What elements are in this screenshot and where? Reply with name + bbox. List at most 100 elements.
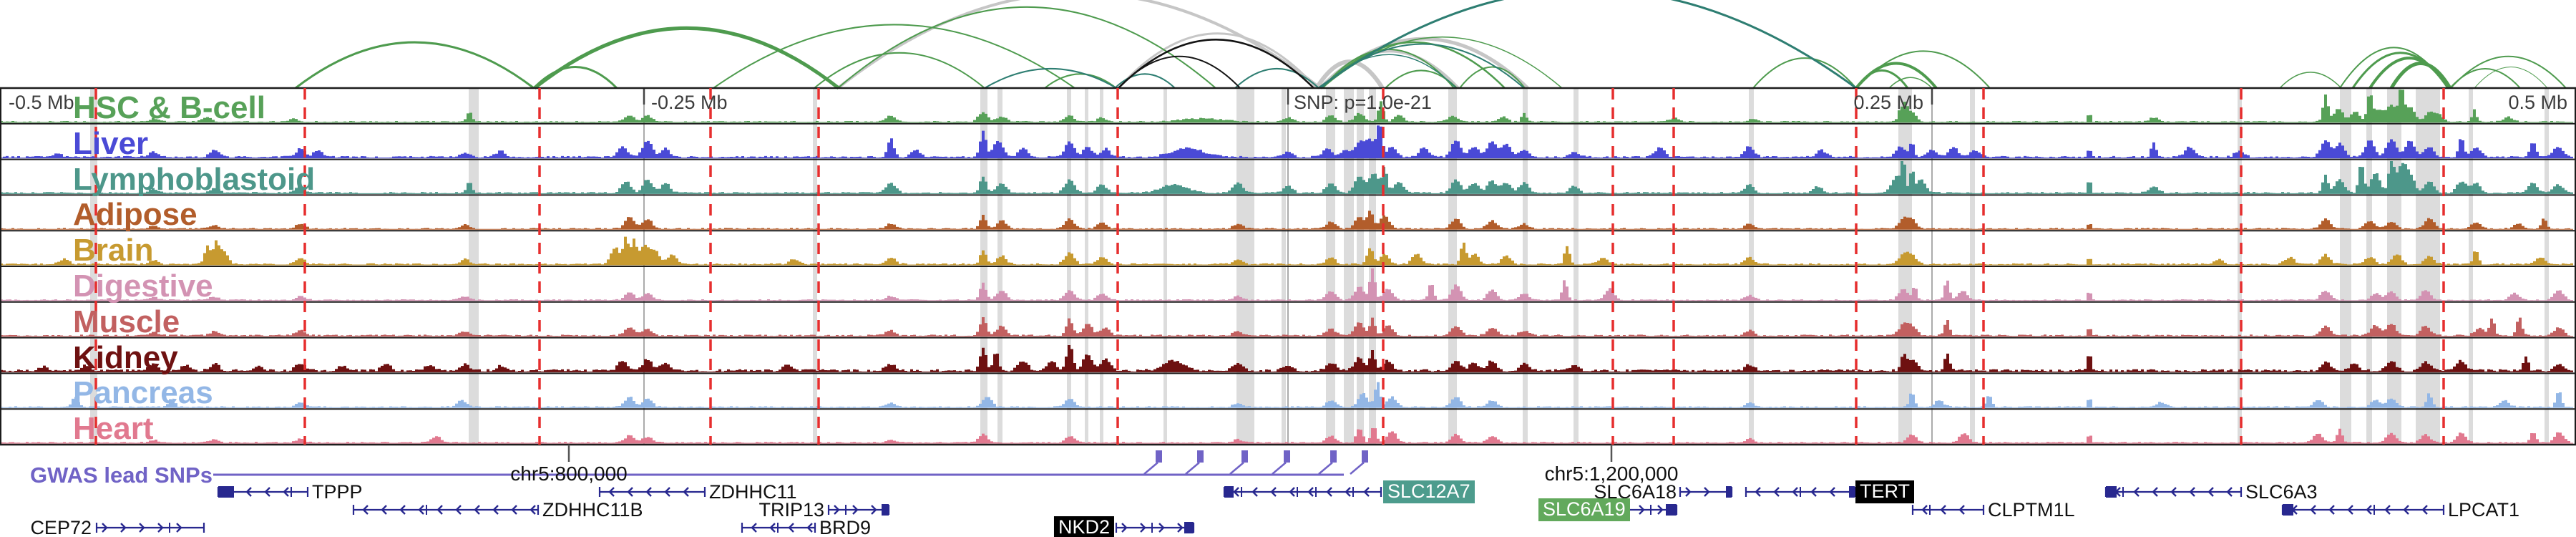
strand-arrow-left	[769, 523, 776, 533]
interaction-arc-green	[1888, 77, 1933, 89]
interaction-arc-green	[2450, 55, 2567, 89]
interaction-arc-green	[713, 24, 1075, 89]
interaction-arc-gray	[836, 0, 1322, 90]
gene-label-clptm1l: CLPTM1L	[1988, 499, 2075, 521]
strand-arrow-left	[1829, 487, 1835, 497]
strand-arrow-left	[1810, 487, 1817, 497]
gene-zdhhc11	[598, 487, 706, 497]
signal-track-kidney	[0, 345, 2573, 372]
track-borders	[0, 87, 2576, 446]
interaction-arc-teal	[1320, 43, 1525, 89]
gwas-lead-snps-label: GWAS lead SNPs	[30, 463, 213, 488]
strand-arrow-left	[2347, 505, 2353, 515]
ruler-label: -0.25 Mb	[651, 92, 728, 113]
strand-arrow-left	[2310, 505, 2316, 515]
coordinate-label: chr5:800,000	[510, 463, 628, 485]
interaction-arc-black	[1118, 55, 1241, 89]
track-label-lymphoblastoid: Lymphoblastoid	[73, 161, 316, 197]
exon-box	[1184, 522, 1194, 533]
strand-arrow-left	[436, 505, 443, 515]
track-label-muscle: Muscle	[73, 304, 180, 339]
signal-track-digestive	[0, 268, 2573, 301]
signal-track-liver	[0, 125, 2573, 159]
interaction-arc-green	[1459, 66, 1526, 89]
strand-arrow-left	[2328, 505, 2335, 515]
strand-arrow-left	[2226, 487, 2233, 497]
strand-arrow-left	[645, 487, 652, 497]
strand-arrow-left	[751, 523, 757, 533]
exon-box	[1666, 504, 1677, 516]
strand-arrow-right	[1704, 487, 1710, 497]
strand-arrow-right	[1657, 505, 1664, 515]
exon-box	[1726, 486, 1732, 498]
strand-arrow-left	[2170, 487, 2177, 497]
strand-arrow-left	[683, 487, 689, 497]
snp-pvalue-label: SNP: p=1.0e-21	[1294, 92, 1432, 113]
gene-label-slc12a7: SLC12A7	[1383, 480, 1475, 503]
interaction-arcs	[295, 0, 2567, 90]
strand-arrow-right	[176, 523, 182, 533]
gene-slc6a3	[2104, 486, 2243, 498]
strand-arrow-left	[2189, 487, 2195, 497]
strand-arrow-left	[2421, 505, 2428, 515]
gene-label-zdhhc11b: ZDHHC11B	[542, 499, 643, 521]
track-label-brain: Brain	[73, 233, 154, 268]
strand-arrow-left	[245, 487, 252, 497]
strand-arrow-left	[1252, 487, 1258, 497]
ruler-label: 0.5 Mb	[2508, 92, 2567, 113]
interaction-arc-green	[1044, 73, 1117, 89]
snp-marker	[1156, 450, 1162, 463]
interaction-arc-teal	[1114, 73, 1176, 89]
interaction-arc-green	[1752, 57, 1857, 89]
signal-track-muscle	[0, 317, 2573, 337]
gene-nkd2	[1115, 522, 1195, 533]
signal-track-brain	[0, 236, 2573, 266]
gene-tppp	[217, 486, 309, 498]
track-label-heart: Heart	[73, 411, 154, 447]
strand-arrow-right	[852, 505, 859, 515]
gene-slc12a7	[1223, 486, 1382, 498]
interaction-arc-teal	[1318, 0, 1857, 90]
ruler-label: -0.5 Mb	[9, 92, 74, 113]
strand-arrow-right	[1639, 505, 1645, 515]
strand-arrow-left	[418, 505, 424, 515]
gene-lpcat1	[2281, 504, 2445, 516]
snp-leader-line	[1143, 462, 1158, 475]
strand-arrow-right	[871, 505, 877, 515]
strand-arrow-left	[362, 505, 369, 515]
signal-track-adipose	[0, 211, 2573, 230]
strand-arrow-right	[102, 523, 108, 533]
gene-label-nkd2: NKD2	[1053, 516, 1114, 537]
snp-marker	[1330, 450, 1337, 463]
snp-leader-line	[1272, 462, 1287, 475]
exon-box	[2106, 486, 2117, 498]
strand-arrow-left	[1958, 505, 1965, 515]
strand-arrow-right	[1140, 523, 1146, 533]
track-label-kidney: Kidney	[73, 339, 178, 375]
gene-label-cep72: CEP72	[30, 517, 92, 537]
gene-label-trip13: TRIP13	[758, 499, 824, 521]
strand-arrow-left	[627, 487, 633, 497]
signal-track-lymphoblastoid	[0, 161, 2573, 194]
strand-arrow-left	[1270, 487, 1277, 497]
gene-tert	[1745, 486, 1856, 498]
signal-track-heart	[0, 428, 2573, 444]
strand-arrow-left	[1289, 487, 1295, 497]
strand-arrow-left	[2207, 487, 2214, 497]
strand-arrow-left	[2133, 487, 2140, 497]
strand-arrow-left	[492, 505, 499, 515]
track-label-liver: Liver	[73, 125, 149, 161]
gene-label-zdhhc11: ZDHHC11	[709, 481, 797, 503]
strand-arrow-left	[1940, 505, 1946, 515]
snp-leader-line	[1185, 462, 1200, 475]
strand-arrow-left	[381, 505, 387, 515]
interaction-arc-green	[2279, 72, 2342, 89]
exon-box	[1849, 486, 1855, 498]
strand-arrow-left	[399, 505, 406, 515]
exon-box	[2283, 504, 2293, 516]
gene-label-tert: TERT	[1855, 480, 1915, 503]
interaction-arc-green	[1856, 50, 1991, 89]
strand-arrow-left	[1345, 487, 1351, 497]
